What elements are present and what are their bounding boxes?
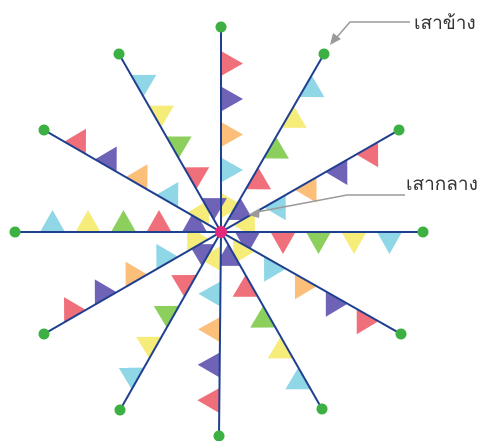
bunting-flag — [294, 177, 317, 203]
bunting-flag — [111, 210, 136, 232]
bunting-flag — [356, 308, 379, 335]
side-pole-tip-dot — [9, 226, 21, 238]
center-pole-pointer-arrowhead — [248, 208, 260, 218]
side-pole-tip-dot — [393, 124, 405, 136]
bunting-flag — [263, 194, 286, 221]
bunting-flag — [250, 305, 276, 328]
side-pole-line — [220, 129, 400, 233]
side-pole-tip-dot — [114, 404, 126, 416]
side-pole-pointer-arrowhead — [330, 33, 341, 45]
bunting-flag — [306, 232, 331, 254]
bunting-flag — [64, 128, 86, 155]
bunting-flag — [183, 167, 210, 190]
bunting-flag — [232, 274, 258, 297]
bunting-flag — [197, 352, 220, 378]
center-pole-callout: เสากลาง — [248, 173, 478, 218]
bunting-flag — [64, 297, 86, 323]
bunting-flag — [233, 238, 255, 265]
side-pole-label: เสาข้าง — [414, 12, 476, 34]
bunting-flag — [270, 232, 296, 254]
side-pole-tip-dot — [38, 124, 50, 136]
bunting-flag — [156, 181, 179, 208]
bunting-flag — [198, 316, 221, 342]
bunting-flag — [263, 136, 289, 159]
side-pole-tip-dot — [113, 48, 125, 60]
bunting-flag — [281, 106, 307, 128]
bunting-flag — [94, 279, 117, 305]
bunting-flag — [356, 142, 379, 168]
bunting-flag — [228, 198, 254, 221]
bunting-flag — [148, 105, 174, 128]
center-pole-pointer-line — [256, 194, 405, 213]
bunting-flag — [197, 387, 220, 413]
side-pole-line — [218, 231, 222, 437]
bunting-flag — [267, 336, 294, 359]
bunting-flag — [40, 210, 65, 232]
side-pole-tip-dot — [417, 226, 429, 238]
bunting-flag — [285, 367, 311, 390]
pole-tips-layer — [9, 21, 429, 441]
bunting-flag — [131, 74, 157, 97]
bunting-flag — [156, 243, 179, 270]
bunting-flag — [294, 273, 317, 300]
bunting-flag — [198, 245, 221, 271]
side-pole-tip-dot — [395, 328, 407, 340]
bunting-flag — [377, 232, 402, 254]
bunting-flag — [221, 193, 243, 218]
bunting-flag — [299, 75, 325, 98]
bunting-flag — [153, 305, 180, 328]
bunting-flag — [182, 210, 207, 232]
bunting-flag — [221, 51, 243, 76]
side-pole-line — [220, 231, 323, 410]
bunting-flag — [188, 244, 215, 266]
side-pole-line — [118, 53, 222, 233]
side-pole-callout: เสาข้าง — [330, 12, 476, 45]
flags-layer — [40, 51, 402, 413]
side-pole-line — [43, 129, 222, 233]
bunting-flag — [198, 281, 221, 307]
side-pole-pointer-line — [336, 21, 410, 38]
bunting-flag — [166, 136, 192, 159]
center-pole-dot — [215, 226, 227, 238]
side-pole-tip-dot — [213, 430, 225, 441]
side-pole-line — [43, 231, 222, 335]
bunting-flag — [94, 146, 117, 172]
bunting-flag — [221, 86, 243, 112]
side-pole-tip-dot — [215, 21, 227, 33]
bunting-flag — [341, 232, 367, 254]
bunting-flag — [221, 157, 243, 183]
bunting-flag — [264, 256, 286, 282]
side-pole-line — [220, 231, 402, 335]
bunting-flag — [325, 291, 348, 317]
bunting-flag — [125, 261, 148, 287]
side-pole-tip-dot — [318, 48, 330, 60]
bunting-flag — [235, 232, 260, 254]
side-pole-line — [119, 231, 222, 411]
bunting-flag — [245, 167, 272, 190]
bunting-flag — [171, 275, 197, 297]
side-pole-tip-dot — [38, 328, 50, 340]
side-pole-line — [220, 53, 325, 233]
bunting-flag — [118, 367, 145, 390]
bunting-flag — [75, 210, 101, 232]
bunting-flag — [146, 210, 172, 232]
poles-layer — [15, 27, 423, 437]
bunting-flag — [136, 336, 162, 359]
side-pole-tip-dot — [316, 403, 328, 415]
bunting-flag — [125, 164, 148, 190]
bunting-flag — [325, 159, 348, 185]
bunting-flag — [187, 199, 210, 226]
center-pole-label: เสากลาง — [406, 173, 478, 195]
bunting-flag — [221, 122, 243, 147]
